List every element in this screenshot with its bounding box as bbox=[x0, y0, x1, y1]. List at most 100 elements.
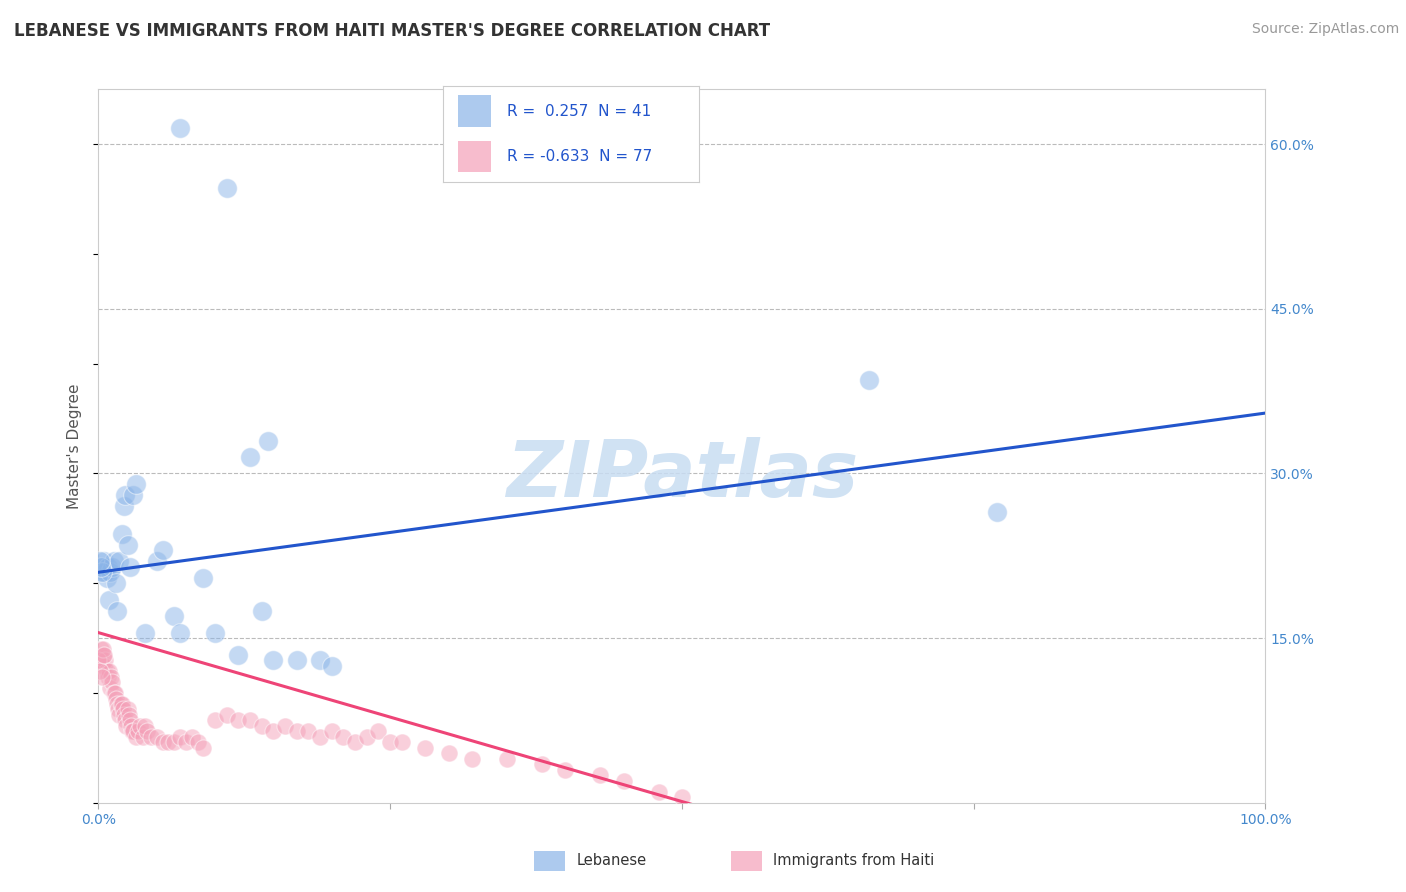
Point bbox=[90, 559, 112, 574]
Text: Immigrants from Haiti: Immigrants from Haiti bbox=[773, 854, 935, 868]
Point bbox=[107, 702, 129, 716]
Point bbox=[309, 653, 332, 667]
Point bbox=[180, 730, 202, 744]
Point bbox=[671, 790, 693, 805]
Point bbox=[93, 658, 115, 673]
Point bbox=[103, 686, 125, 700]
Point bbox=[297, 724, 319, 739]
Point bbox=[111, 526, 134, 541]
Point bbox=[100, 669, 122, 683]
Point bbox=[193, 740, 215, 755]
Point bbox=[613, 773, 636, 788]
Point bbox=[111, 702, 134, 716]
Point bbox=[589, 768, 612, 782]
Point bbox=[118, 714, 141, 728]
Point bbox=[93, 554, 115, 568]
Point bbox=[98, 566, 121, 580]
Point bbox=[127, 724, 149, 739]
Point bbox=[146, 730, 169, 744]
Point bbox=[114, 714, 136, 728]
Point bbox=[228, 648, 250, 662]
Point bbox=[139, 730, 162, 744]
Point bbox=[90, 669, 112, 683]
Point bbox=[101, 675, 124, 690]
Point bbox=[94, 653, 117, 667]
Text: R = -0.633  N = 77: R = -0.633 N = 77 bbox=[506, 149, 652, 164]
Point bbox=[367, 724, 389, 739]
Point bbox=[215, 181, 238, 195]
Point bbox=[262, 653, 284, 667]
Point bbox=[120, 719, 142, 733]
Bar bbox=[458, 141, 492, 172]
Point bbox=[321, 724, 343, 739]
Point bbox=[152, 543, 174, 558]
Point bbox=[187, 735, 209, 749]
Text: Lebanese: Lebanese bbox=[576, 854, 647, 868]
Point bbox=[215, 708, 238, 723]
Point bbox=[129, 719, 152, 733]
Point bbox=[122, 724, 145, 739]
Text: LEBANESE VS IMMIGRANTS FROM HAITI MASTER'S DEGREE CORRELATION CHART: LEBANESE VS IMMIGRANTS FROM HAITI MASTER… bbox=[14, 22, 770, 40]
Point bbox=[93, 648, 115, 662]
Point bbox=[97, 592, 120, 607]
Point bbox=[96, 571, 118, 585]
Point bbox=[89, 648, 111, 662]
Point bbox=[104, 686, 127, 700]
Point bbox=[413, 740, 436, 755]
Point bbox=[97, 664, 120, 678]
Point bbox=[91, 648, 114, 662]
Point bbox=[114, 488, 136, 502]
Point bbox=[204, 625, 226, 640]
Point bbox=[89, 554, 111, 568]
Point bbox=[132, 730, 155, 744]
Point bbox=[250, 604, 273, 618]
Text: Source: ZipAtlas.com: Source: ZipAtlas.com bbox=[1251, 22, 1399, 37]
Point bbox=[104, 576, 127, 591]
Bar bbox=[458, 95, 492, 127]
Point bbox=[91, 642, 114, 657]
Point bbox=[262, 724, 284, 739]
Point bbox=[104, 691, 127, 706]
Point bbox=[437, 747, 460, 761]
Point bbox=[125, 477, 148, 491]
Point bbox=[108, 708, 131, 723]
Point bbox=[118, 559, 141, 574]
Point bbox=[193, 571, 215, 585]
Point bbox=[146, 554, 169, 568]
Point bbox=[986, 505, 1008, 519]
Point bbox=[157, 735, 180, 749]
Point bbox=[858, 373, 880, 387]
Point bbox=[108, 554, 131, 568]
Point bbox=[152, 735, 174, 749]
Point bbox=[495, 752, 517, 766]
Point bbox=[169, 730, 191, 744]
Point bbox=[90, 658, 112, 673]
Point bbox=[391, 735, 413, 749]
Point bbox=[96, 664, 118, 678]
Point bbox=[112, 708, 135, 723]
Point bbox=[94, 566, 117, 580]
Point bbox=[274, 719, 297, 733]
Point bbox=[117, 538, 139, 552]
Point bbox=[101, 559, 124, 574]
Point bbox=[110, 697, 132, 711]
Point bbox=[250, 719, 273, 733]
Y-axis label: Master's Degree: Master's Degree bbox=[67, 384, 83, 508]
Point bbox=[105, 697, 128, 711]
Point bbox=[356, 730, 378, 744]
Point bbox=[97, 669, 120, 683]
Point bbox=[169, 625, 191, 640]
Point bbox=[90, 642, 112, 657]
Point bbox=[112, 500, 135, 514]
Point bbox=[174, 735, 197, 749]
Point bbox=[309, 730, 332, 744]
Point bbox=[461, 752, 484, 766]
Point bbox=[285, 724, 308, 739]
Point bbox=[117, 702, 139, 716]
Point bbox=[87, 653, 110, 667]
Point bbox=[89, 664, 111, 678]
Point bbox=[134, 719, 156, 733]
Point bbox=[118, 708, 141, 723]
Point bbox=[97, 559, 120, 574]
Point bbox=[105, 604, 128, 618]
